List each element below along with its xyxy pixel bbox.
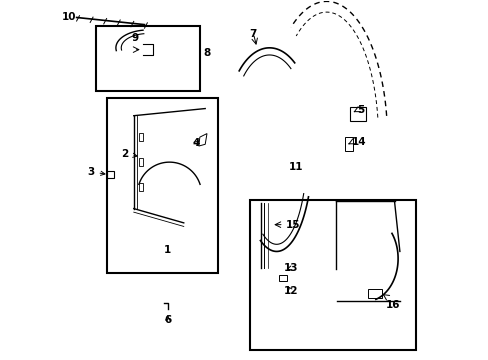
Text: 10: 10 bbox=[62, 13, 77, 22]
Bar bbox=[349, 107, 365, 121]
Text: 7: 7 bbox=[249, 28, 257, 39]
Text: 14: 14 bbox=[351, 138, 366, 148]
Text: 11: 11 bbox=[288, 162, 303, 172]
Text: 9: 9 bbox=[132, 33, 139, 43]
Text: 2: 2 bbox=[121, 149, 137, 159]
Text: 3: 3 bbox=[87, 167, 105, 177]
Bar bbox=[139, 158, 143, 166]
Bar bbox=[344, 137, 353, 152]
Text: 12: 12 bbox=[283, 286, 298, 296]
Bar bbox=[367, 289, 381, 298]
Text: 13: 13 bbox=[283, 263, 298, 273]
Bar bbox=[139, 133, 143, 141]
Text: 5: 5 bbox=[356, 105, 364, 115]
Bar bbox=[96, 26, 200, 91]
Text: 15: 15 bbox=[285, 220, 300, 230]
Text: 16: 16 bbox=[385, 300, 399, 310]
Bar bbox=[279, 275, 286, 281]
Text: 8: 8 bbox=[203, 48, 210, 58]
Text: 6: 6 bbox=[164, 315, 171, 325]
Bar bbox=[139, 183, 143, 192]
Bar bbox=[107, 98, 217, 273]
Bar bbox=[107, 171, 114, 178]
Text: 4: 4 bbox=[192, 138, 200, 148]
Text: 1: 1 bbox=[164, 245, 171, 255]
Bar bbox=[249, 200, 415, 350]
